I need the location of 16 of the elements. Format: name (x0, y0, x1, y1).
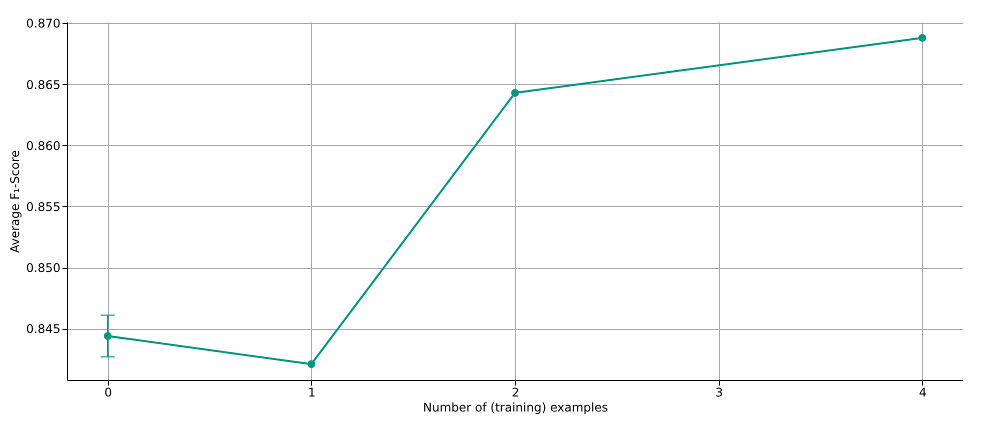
y-tick-label: 0.865 (26, 78, 60, 92)
point (307, 360, 316, 368)
x-tick-label: 2 (512, 386, 520, 400)
x-tick-label: 0 (104, 386, 112, 400)
y-tick-label: 0.845 (26, 322, 60, 336)
x-tick-label: 4 (918, 386, 927, 400)
point (918, 34, 926, 42)
y-tick-label: 0.860 (26, 138, 60, 153)
y-axis-title: Average F₁-Score (8, 150, 22, 253)
x-tick-label: 1 (308, 386, 316, 400)
y-tick-label: 0.850 (26, 261, 60, 276)
x-axis-title: Number of (training) examples (423, 400, 608, 414)
y-tick-label: 0.870 (26, 16, 60, 31)
x-tick-label: 3 (715, 386, 723, 400)
point (511, 89, 519, 97)
y-tick-label: 0.855 (26, 200, 60, 214)
